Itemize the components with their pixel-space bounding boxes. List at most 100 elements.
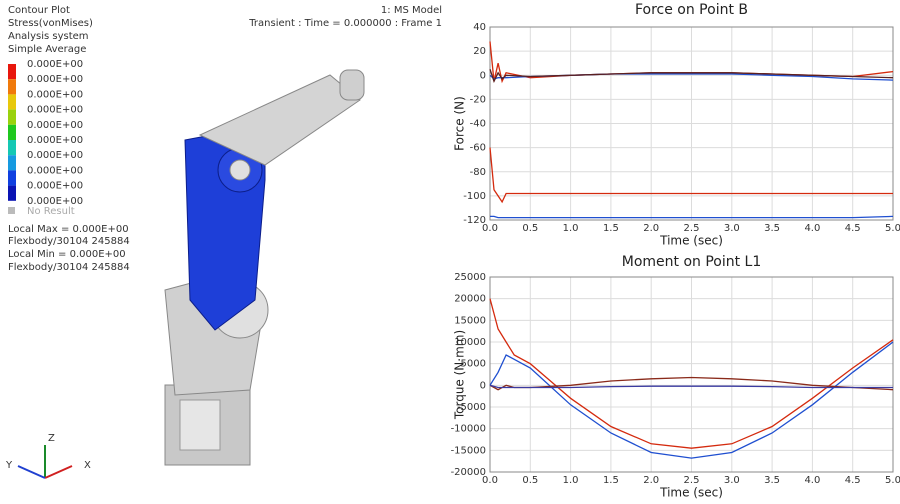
legend-swatch	[8, 155, 16, 171]
y-tick-label: 25000	[454, 272, 486, 283]
legend-swatch	[8, 124, 16, 140]
y-tick-label: -10000	[451, 424, 486, 435]
chart-title: Force on Point B	[635, 2, 748, 18]
legend-label: 0.000E+00	[27, 89, 83, 100]
x-axis-label: Time (sec)	[659, 234, 723, 248]
legend-swatch	[8, 170, 16, 186]
x-tick-label: 3.5	[764, 223, 780, 234]
x-tick-label: 4.5	[845, 223, 861, 234]
x-tick-label: 2.0	[643, 223, 659, 234]
legend-label: 0.000E+00	[27, 181, 83, 192]
no-result: No Result	[27, 206, 75, 217]
x-tick-label: 5.0	[885, 223, 900, 234]
legend-label: 0.000E+00	[27, 120, 83, 131]
header-line: Simple Average	[8, 44, 86, 55]
robot	[164, 69, 365, 466]
legend-swatch	[8, 140, 16, 156]
header-line: Stress(vonMises)	[8, 18, 93, 29]
x-tick-label: 4.5	[845, 475, 861, 486]
legend-label: 0.000E+00	[27, 165, 83, 176]
y-tick-label: -20000	[451, 467, 486, 478]
series-line	[490, 215, 894, 219]
info-line: Flexbody/30104 245884	[8, 262, 130, 273]
robot-upper-arm	[198, 74, 361, 166]
x-tick-label: 2.5	[684, 223, 700, 234]
y-tick-label: 15000	[454, 315, 486, 326]
triad-label: X	[84, 460, 91, 471]
y-tick-label: 10000	[454, 337, 486, 348]
x-tick-label: 1.0	[563, 475, 579, 486]
series-line	[489, 376, 894, 391]
y-axis-label: Force (N)	[453, 96, 467, 151]
no-result-swatch	[8, 207, 15, 214]
x-tick-label: 2.5	[684, 475, 700, 486]
x-tick-label: 3.0	[724, 475, 740, 486]
y-tick-label: 5000	[461, 359, 486, 370]
series-line	[489, 384, 893, 389]
frame-label: Transient : Time = 0.000000 : Frame 1	[248, 18, 442, 29]
header-line: Contour Plot	[8, 5, 70, 16]
robot-wrist	[339, 69, 365, 101]
robot-elbow-hub	[229, 159, 251, 181]
y-tick-label: -80	[470, 167, 486, 178]
y-tick-label: 20	[473, 46, 486, 57]
y-tick-label: -40	[470, 119, 486, 130]
x-tick-label: 3.5	[764, 475, 780, 486]
x-tick-label: 2.0	[643, 475, 659, 486]
legend-swatch	[8, 64, 16, 80]
y-tick-label: 40	[473, 22, 486, 33]
legend-label: 0.000E+00	[27, 74, 83, 85]
legend-swatch	[8, 185, 16, 201]
y-tick-label: -20	[470, 94, 486, 105]
y-tick-label: -120	[463, 215, 486, 226]
legend-swatch	[8, 79, 16, 95]
y-tick-label: -5000	[457, 402, 486, 413]
x-tick-label: 0.0	[482, 223, 498, 234]
legend-swatch	[8, 94, 16, 110]
y-tick-label: -100	[463, 191, 486, 202]
header-line: Analysis system	[8, 31, 89, 42]
series-line	[489, 68, 894, 84]
info-line: Local Min = 0.000E+00	[8, 249, 126, 260]
x-tick-label: 0.5	[522, 475, 538, 486]
plot-frame	[489, 26, 894, 221]
x-tick-label: 0.0	[482, 475, 498, 486]
triad: Z X Y	[5, 433, 91, 479]
x-tick-label: 3.0	[724, 223, 740, 234]
triad-label: Y	[5, 460, 13, 471]
robot-base-panel	[179, 399, 221, 451]
legend-label: 0.000E+00	[27, 105, 83, 116]
triad-label: Z	[48, 433, 55, 444]
info-line: Local Max = 0.000E+00	[8, 224, 129, 235]
info-line: Flexbody/30104 245884	[8, 236, 130, 247]
legend-label: 0.000E+00	[27, 196, 83, 207]
x-tick-label: 1.5	[603, 475, 619, 486]
x-tick-label: 5.0	[885, 475, 900, 486]
x-tick-label: 4.0	[804, 475, 820, 486]
y-tick-label: 0	[480, 380, 486, 391]
y-tick-label: -15000	[451, 445, 486, 456]
y-tick-label: 0	[480, 70, 486, 81]
series-line	[489, 341, 894, 459]
model-label: 1: MS Model	[381, 5, 442, 16]
x-tick-label: 0.5	[522, 223, 538, 234]
chart-title: Moment on Point L1	[622, 254, 762, 270]
y-tick-label: -60	[470, 143, 486, 154]
y-tick-label: 20000	[454, 294, 486, 305]
x-axis	[44, 465, 73, 479]
y-axis-label: Torque (N·mm)	[453, 330, 467, 420]
series-line	[489, 147, 893, 204]
x-axis-label: Time (sec)	[659, 486, 723, 500]
series-line	[489, 298, 894, 449]
legend-swatch	[8, 109, 16, 125]
x-tick-label: 1.0	[563, 223, 579, 234]
x-tick-label: 1.5	[603, 223, 619, 234]
legend-label: 0.000E+00	[27, 59, 83, 70]
legend-label: 0.000E+00	[27, 150, 83, 161]
y-axis	[17, 465, 46, 479]
x-tick-label: 4.0	[804, 223, 820, 234]
legend-label: 0.000E+00	[27, 135, 83, 146]
plot-frame	[489, 276, 894, 473]
